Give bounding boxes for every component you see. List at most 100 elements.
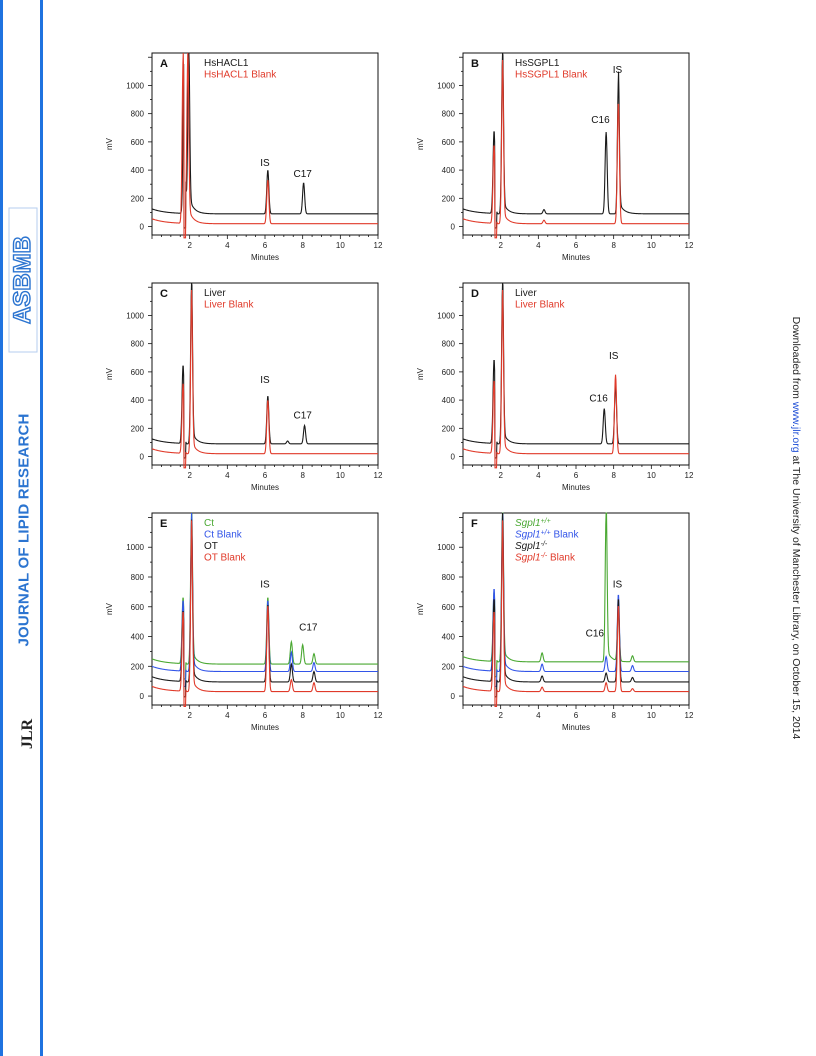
chart-f-y-tick-label: 200	[442, 662, 456, 671]
chart-f-trace-sgpl1-blank	[462, 520, 689, 708]
chart-c-y-tick-label: 0	[140, 453, 145, 462]
chart-b-panel-letter: B	[471, 58, 479, 70]
chart-e-y-tick-label: 800	[131, 573, 145, 582]
chart-c-x-tick-label: 2	[187, 471, 192, 480]
chart-d-svg: 2 4 6 8 10 12 0 200 400 600 800 1000 Minutes mV D Liver…	[416, 282, 694, 492]
chart-b-x-tick-label: 8	[611, 241, 616, 250]
chart-e-y-tick-label: 1000	[126, 543, 144, 552]
chart-a-y-tick-label: 1000	[126, 81, 144, 90]
chart-e-trace-ct	[151, 512, 378, 680]
chart-f-legend-sgpl1: Sgpl1+/+	[515, 518, 551, 530]
chart-b-y-tick-label: 200	[442, 194, 456, 203]
download-note-prefix: Downloaded from	[790, 316, 802, 402]
chart-d-y-tick-label: 1000	[437, 311, 455, 320]
chart-f-panel-letter: F	[471, 518, 478, 530]
chart-e-legend-ct: Ct	[204, 518, 214, 529]
chart-f-x-tick-label: 12	[685, 711, 694, 720]
chart-f-legend-sgpl1: Sgpl1-/-	[515, 541, 548, 553]
chart-d-y-tick-label: 0	[451, 453, 456, 462]
chart-e-x-tick-label: 12	[374, 711, 383, 720]
chart-f-annotation-is: IS	[613, 579, 623, 590]
chart-b-trace-hssgpl1-blank	[462, 60, 689, 239]
chart-d-legend-liver-blank: Liver Blank	[515, 300, 565, 311]
chart-d-y-tick-label: 800	[442, 340, 456, 349]
chart-f-y-tick-label: 1000	[437, 543, 455, 552]
chart-f-x-tick-label: 2	[498, 711, 503, 720]
chart-f-x-tick-label: 8	[611, 711, 616, 720]
sidebar-left-bar	[0, 0, 3, 1056]
chart-d-annotation-is: IS	[609, 351, 619, 362]
chart-d-y-tick-label: 400	[442, 396, 456, 405]
download-note-suffix: at The University of Manchester Library,…	[790, 452, 802, 740]
chart-c-plot-frame	[151, 282, 379, 466]
chart-a-x-tick-label: 8	[300, 241, 305, 250]
jlr-logo: JLR	[19, 718, 37, 750]
chart-c-x-tick-label: 12	[374, 471, 383, 480]
chart-d-x-tick-label: 12	[685, 471, 694, 480]
chart-c-y-tick-label: 600	[131, 368, 145, 377]
chart-e-annotation-c17: C17	[299, 623, 318, 634]
chart-e-x-tick-label: 6	[263, 711, 268, 720]
chart-d-x-tick-label: 8	[611, 471, 616, 480]
chart-e-x-tick-label: 10	[336, 711, 345, 720]
chart-a-annotation-c17: C17	[293, 169, 312, 180]
chart-c-annotation-is: IS	[260, 375, 270, 386]
chart-d-legend-liver: Liver	[515, 288, 537, 299]
chart-a-legend-hshacl1: HsHACL1	[204, 58, 249, 69]
chart-c-y-tick-label: 200	[131, 424, 145, 433]
chart-c-y-tick-label: 800	[131, 340, 145, 349]
chart-f-y-axis-title: mV	[416, 602, 425, 615]
chart-f-x-tick-label: 6	[574, 711, 579, 720]
chart-e-y-tick-label: 400	[131, 633, 145, 642]
chart-a-panel-letter: A	[160, 58, 168, 70]
chart-e-y-tick-label: 200	[131, 662, 145, 671]
download-note: Downloaded from www.jlr.org at The Unive…	[790, 317, 802, 740]
chart-e-y-tick-label: 0	[140, 692, 145, 701]
chart-b-x-tick-label: 2	[498, 241, 503, 250]
chart-e-legend-ot-blank: OT Blank	[204, 553, 246, 564]
chart-c-y-tick-label: 400	[131, 396, 145, 405]
chart-c-x-tick-label: 8	[300, 471, 305, 480]
chart-c-x-tick-label: 4	[225, 471, 230, 480]
chart-e-y-tick-label: 600	[131, 603, 145, 612]
chart-e-x-tick-label: 8	[300, 711, 305, 720]
chart-panel-e: 2 4 6 8 10 12 0 200 400 600 800 1000 Minutes mV E Ct Ct …	[104, 505, 404, 745]
chart-b-legend-hssgpl1-blank: HsSGPL1 Blank	[515, 70, 588, 81]
chart-e-svg: 2 4 6 8 10 12 0 200 400 600 800 1000 Minutes mV E CtCt …	[105, 512, 383, 732]
chart-c-annotation-c17: C17	[293, 410, 312, 421]
chart-c-x-tick-label: 10	[336, 471, 345, 480]
chart-a-y-axis-title: mV	[105, 137, 114, 150]
chart-d-trace-liver	[462, 282, 689, 459]
chart-b-annotation-c16: C16	[591, 115, 610, 126]
chart-c-x-axis-title: Minutes	[251, 483, 279, 492]
chart-c-legend-liver-blank: Liver Blank	[204, 300, 254, 311]
chart-a-trace-hshacl1	[151, 52, 378, 229]
chart-e-legend-ot: OT	[204, 541, 218, 552]
jlr-website-link[interactable]: www.jlr.org	[790, 401, 802, 453]
chart-f-svg: 2 4 6 8 10 12 0 200 400 600 800 1000 Minutes mV F Sgpl1…	[416, 512, 694, 732]
chart-e-x-tick-label: 4	[225, 711, 230, 720]
chart-b-x-tick-label: 12	[685, 241, 694, 250]
chart-c-legend-liver: Liver	[204, 288, 226, 299]
chart-f-annotation-c16: C16	[586, 629, 605, 640]
chart-e-panel-letter: E	[160, 518, 167, 530]
chart-d-x-tick-label: 6	[574, 471, 579, 480]
chart-b-y-tick-label: 400	[442, 166, 456, 175]
chart-b-y-tick-label: 1000	[437, 81, 455, 90]
chart-b-x-tick-label: 10	[647, 241, 656, 250]
chart-c-trace-liver-blank	[151, 290, 378, 469]
sidebar-right-bar	[40, 0, 43, 1056]
chart-c-panel-letter: C	[160, 288, 168, 300]
chart-e-annotation-is: IS	[260, 579, 270, 590]
chart-f-x-axis-title: Minutes	[562, 723, 590, 732]
chart-a-y-tick-label: 800	[131, 110, 145, 119]
chart-f-legend-sgpl1-blank: Sgpl1+/+ Blank	[515, 529, 579, 541]
chart-c-y-axis-title: mV	[105, 367, 114, 380]
chart-b-y-tick-label: 800	[442, 110, 456, 119]
journal-sidebar: ASBMB JOURNAL OF LIPID RESEARCH JLR	[0, 0, 44, 1056]
chart-a-x-tick-label: 10	[336, 241, 345, 250]
chart-e-x-tick-label: 2	[187, 711, 192, 720]
chart-panel-d: 2 4 6 8 10 12 0 200 400 600 800 1000 Minutes mV D Liver…	[415, 275, 715, 505]
chart-d-plot-frame	[462, 282, 690, 466]
chart-a-y-tick-label: 400	[131, 166, 145, 175]
